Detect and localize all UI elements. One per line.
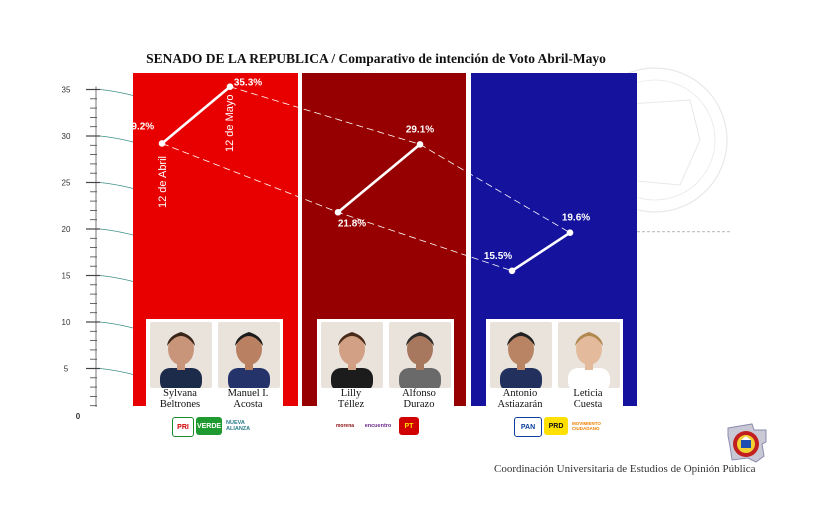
candidate-name: Lilly Téllez [316,388,386,410]
party-logo-icon: NUEVA ALIANZA [226,417,260,435]
data-point [334,208,342,216]
y-gridline [99,228,134,236]
candidate-name-line2: Beltrones [159,399,201,410]
candidate-name-line2: Durazo [403,399,435,410]
party-logo-icon: VERDE [196,417,222,435]
y-gridline [99,135,134,143]
footer-text: Coordinación Universitaria de Estudios d… [494,463,756,475]
chart-title: SENADO DE LA REPUBLICA / Comparativo de … [146,51,606,66]
candidate-name-line1: Manuel I. [227,388,269,399]
candidate-name-line1: Lilly [340,388,362,399]
data-label: 29.2% [126,121,154,132]
data-point [508,267,516,275]
y-gridline [99,321,134,329]
y-tick-label: 25 [62,179,71,188]
candidate-photo [558,322,620,388]
candidate-name-line1: Alfonso [402,388,436,399]
candidate-name: Alfonso Durazo [384,388,454,410]
candidate-name-line2: Astiazarán [497,399,543,410]
series-segment-morena [337,143,421,214]
series-segment-pri [161,85,231,145]
candidate-name-line1: Leticia [573,388,603,399]
party-logo-icon: PT [399,417,419,435]
data-point [226,83,234,91]
date-label-may: 12 de Mayo [224,95,236,152]
y-tick-label: 5 [64,365,69,374]
y-tick-label: 10 [62,318,71,327]
party-logo-icon: morena [333,417,357,435]
candidate-name: Manuel I. Acosta [213,388,283,410]
party-logo-icon: PAN [514,417,542,437]
series-segment-pan [511,231,571,272]
university-seal-icon [727,423,767,463]
party-logo-icon: PRD [544,417,568,435]
candidate-photo [490,322,552,388]
y-gridline [99,368,134,375]
data-label: 19.6% [562,213,590,224]
candidate-name-line1: Antonio [502,388,538,399]
candidate-name: Leticia Cuesta [553,388,623,410]
candidate-name-line2: Acosta [233,399,263,410]
y-gridline [99,182,134,189]
date-label-april: 12 de Abril [157,156,169,208]
candidate-photo [218,322,280,388]
candidate-name-line2: Téllez [337,399,365,410]
candidate-photo [389,322,451,388]
y-tick-label: 15 [62,272,71,281]
y-tick-label: 0 [76,412,81,421]
candidate-photo [321,322,383,388]
y-tick-label: 20 [62,225,71,234]
data-point [158,140,166,147]
y-tick-label: 35 [62,86,71,95]
data-label: 35.3% [234,78,262,89]
candidate-photo [150,322,212,388]
data-point [566,229,574,237]
data-point [416,141,424,148]
data-label: 29.1% [406,124,434,135]
data-label: 21.8% [338,218,366,229]
candidate-name: Antonio Astiazarán [485,388,555,410]
candidate-name-line2: Cuesta [573,399,603,410]
y-tick-label: 30 [62,132,71,141]
candidate-name: Sylvana Beltrones [145,388,215,410]
party-logo-icon: encuentro [361,417,395,435]
candidate-name-line1: Sylvana [163,388,197,399]
party-logo-icon: PRI [172,417,194,437]
y-gridline [99,275,134,282]
y-gridline [99,89,134,96]
party-logo-icon: MOVIMIENTO CIUDADANO [572,417,602,435]
data-label: 15.5% [484,251,512,262]
